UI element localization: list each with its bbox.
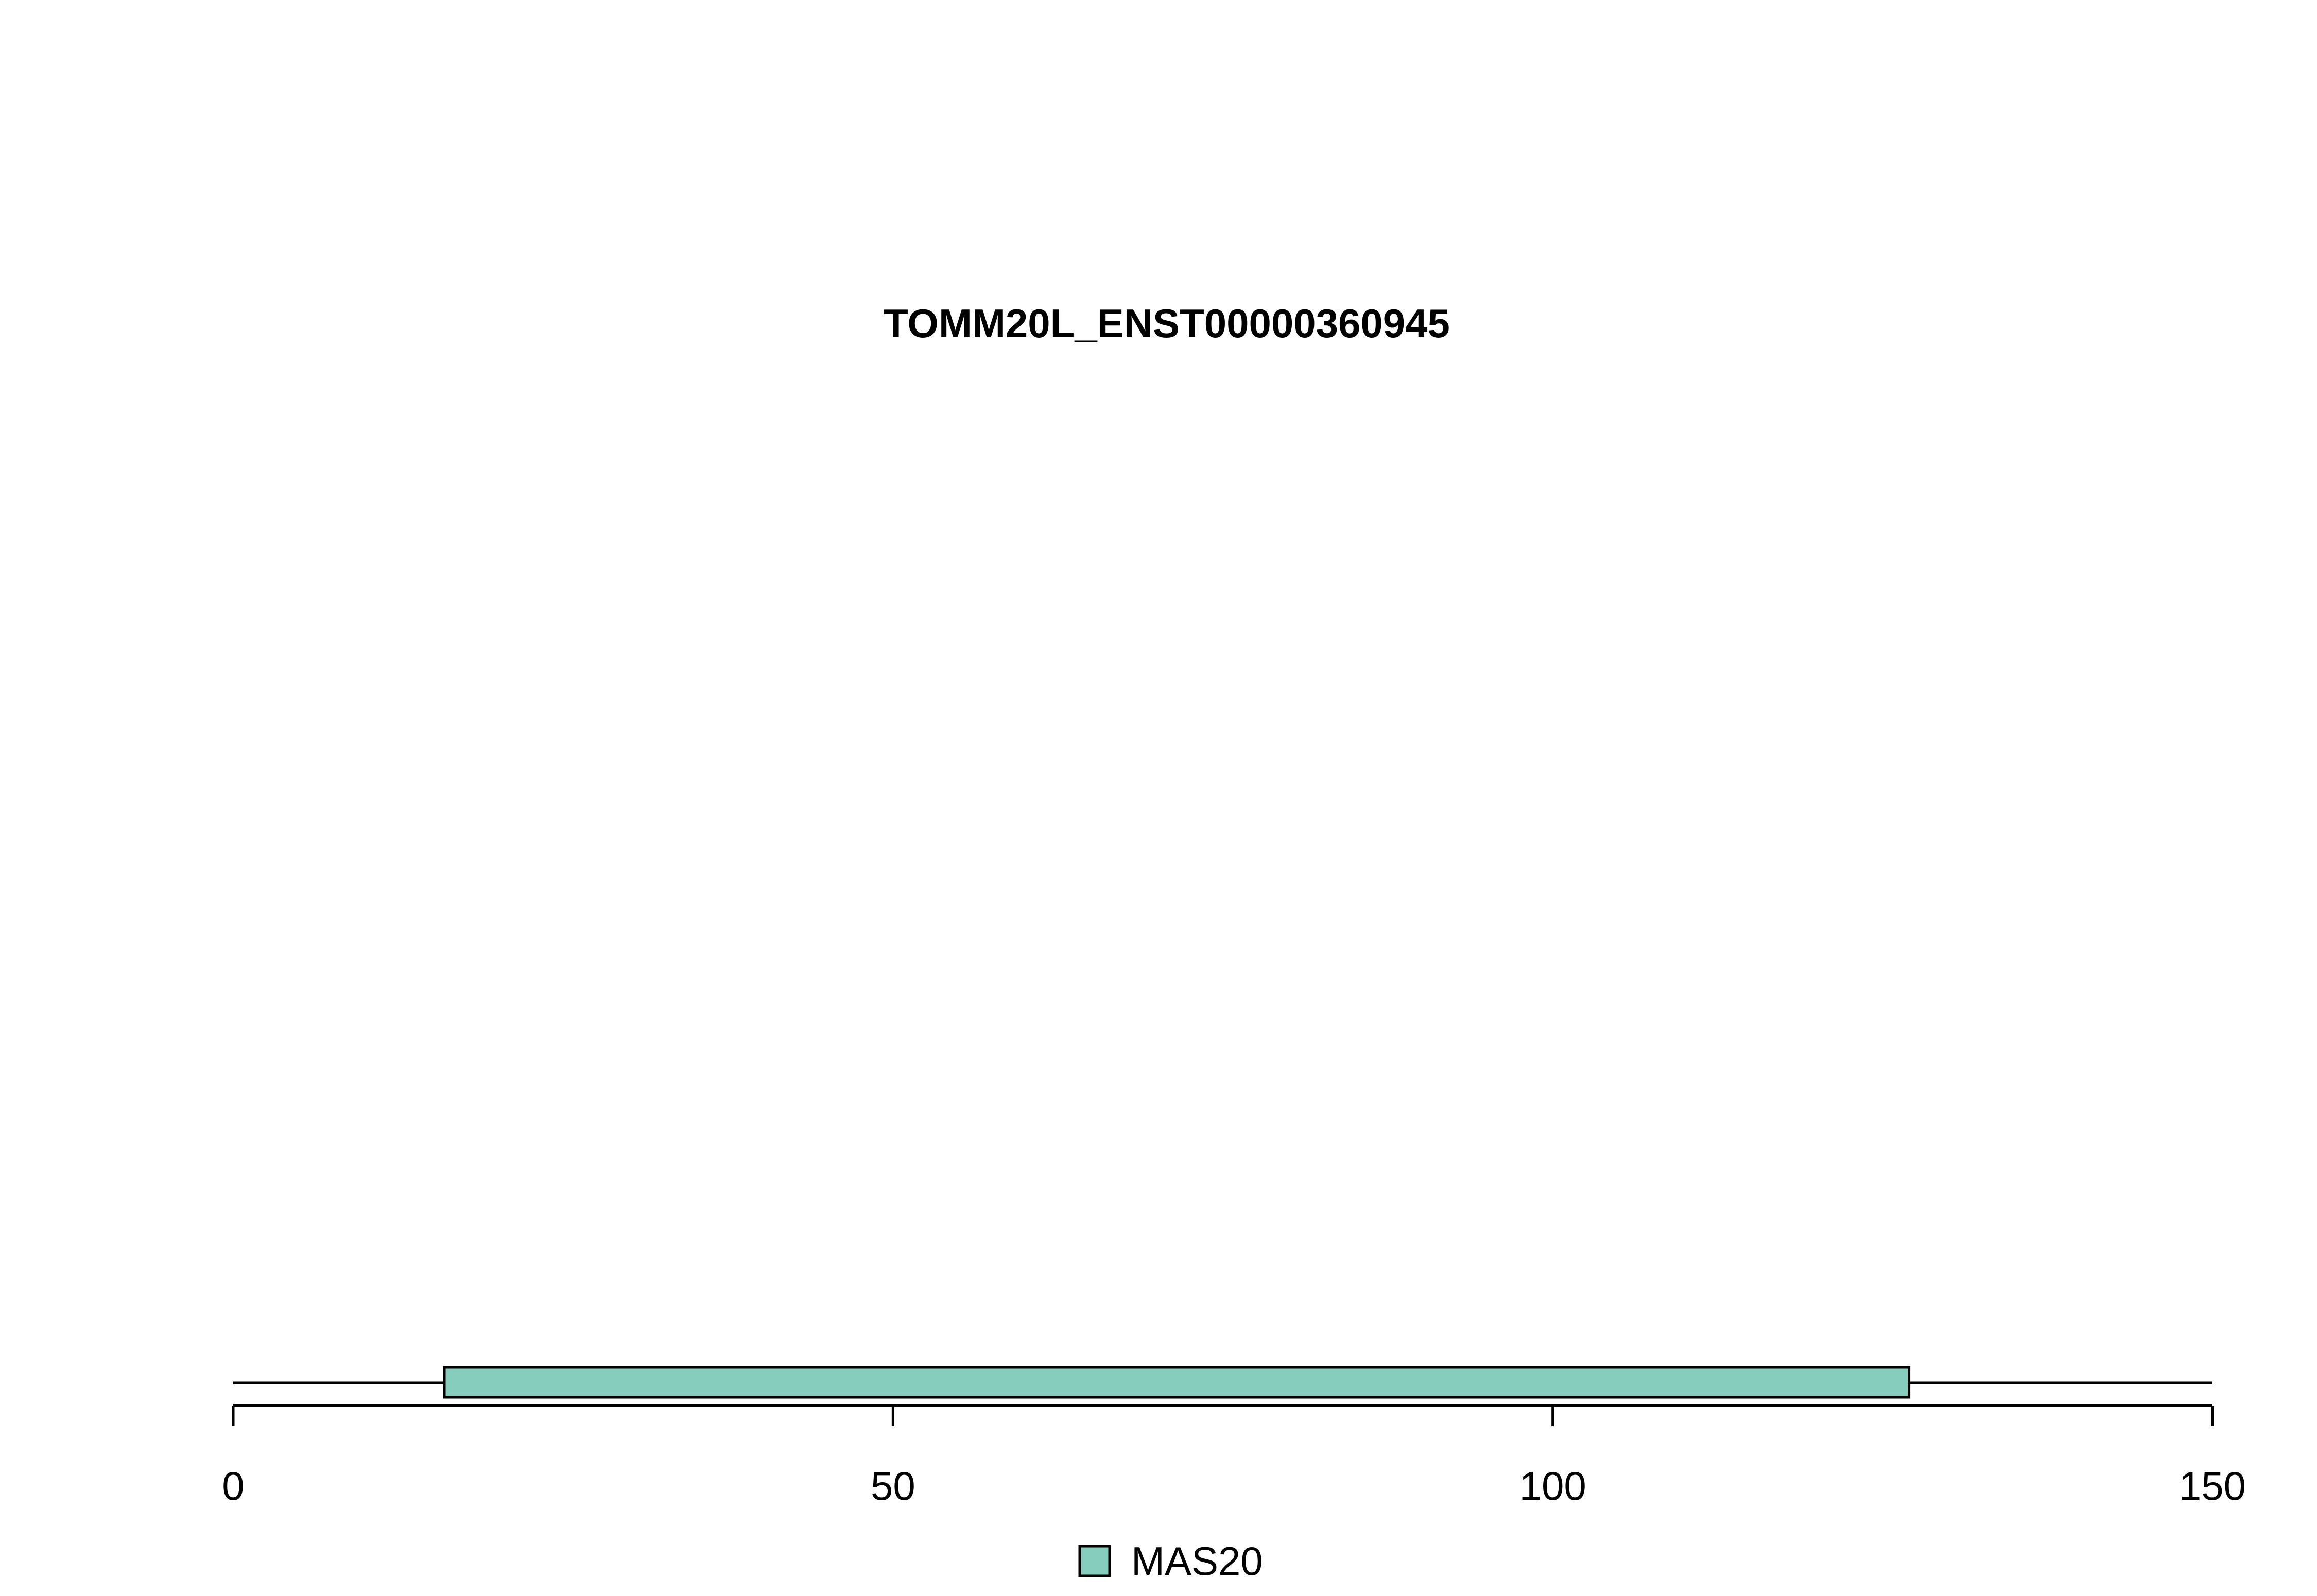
x-tick-label-0: 0	[222, 1463, 244, 1508]
legend-label-mas20: MAS20	[1131, 1538, 1263, 1584]
domain-mas20	[443, 1366, 1911, 1399]
legend: MAS20	[1078, 1538, 1263, 1584]
x-tick-label-50: 50	[871, 1463, 915, 1508]
x-tick-label-150: 150	[2179, 1463, 2246, 1508]
legend-swatch-mas20	[1078, 1545, 1111, 1577]
domain-layer	[443, 1366, 1911, 1399]
chart-title: TOMM20L_ENST00000360945	[884, 301, 1450, 346]
x-axis: 0 50 100 150	[222, 1404, 2246, 1508]
x-tick-label-100: 100	[1519, 1463, 1586, 1508]
